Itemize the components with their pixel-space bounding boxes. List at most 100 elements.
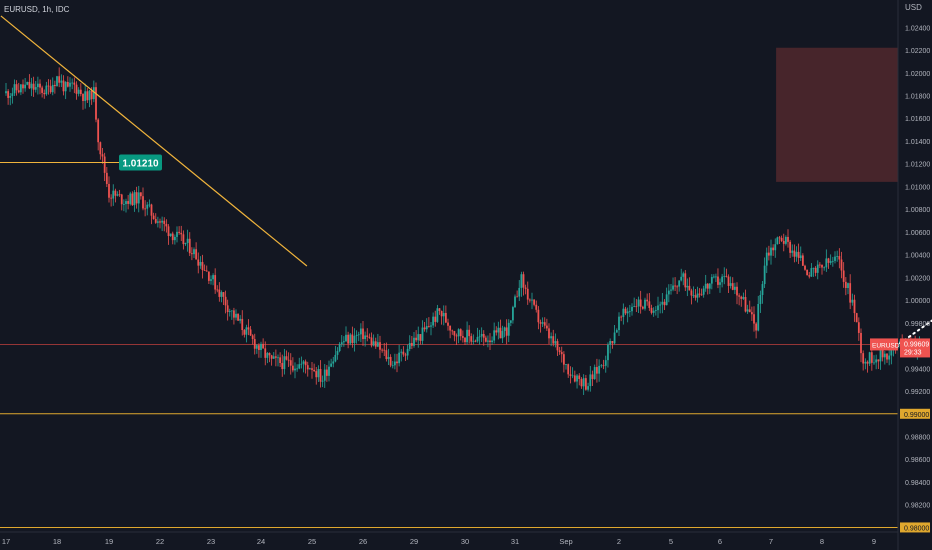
time-tick-label: 25 (308, 537, 316, 546)
candle (289, 360, 292, 366)
candle (670, 289, 672, 291)
candle (425, 326, 428, 330)
candle (539, 322, 542, 324)
price-tick-label: 0.98200 (905, 503, 930, 510)
symbol-price-tag-text: EURUSD (872, 342, 900, 349)
candle (692, 295, 695, 297)
level-axis-tag-text: 0.98000 (904, 525, 929, 532)
candle (618, 316, 620, 331)
candle (611, 340, 614, 344)
candle (543, 322, 546, 326)
candle (207, 271, 210, 281)
candle (298, 364, 301, 369)
candle (154, 219, 157, 223)
candle (694, 295, 697, 298)
candle (522, 274, 525, 288)
candle (573, 375, 576, 382)
candle (868, 352, 871, 364)
candle (255, 345, 258, 349)
candle (336, 351, 339, 355)
candle (710, 277, 713, 284)
price-tick-label: 1.01400 (905, 139, 930, 146)
candle (480, 333, 483, 337)
candle (761, 284, 764, 295)
candle (795, 251, 798, 257)
candle (146, 204, 149, 209)
candle (776, 237, 779, 245)
candle (142, 196, 144, 209)
level-axis-tag-text: 0.99000 (904, 412, 929, 419)
projection-arrow[interactable] (899, 314, 932, 423)
candle (120, 194, 123, 205)
candle (706, 283, 709, 289)
candle (264, 348, 267, 358)
candle (731, 283, 734, 290)
candle (15, 84, 18, 91)
candle (886, 353, 888, 360)
candle (554, 341, 557, 344)
candle (285, 356, 288, 360)
price-tick-label: 1.01000 (905, 184, 930, 191)
candle (84, 91, 87, 101)
candle (550, 336, 553, 339)
candle (565, 364, 567, 365)
candle (212, 275, 214, 280)
candle (308, 368, 311, 370)
candle (34, 87, 37, 90)
candle (700, 294, 703, 296)
candle (387, 356, 390, 360)
candle (26, 81, 29, 85)
time-tick-label: 9 (872, 537, 876, 546)
candle (131, 193, 134, 206)
candle (888, 355, 891, 360)
candle (806, 269, 809, 276)
price-tick-label: 0.99400 (905, 366, 930, 373)
candle (60, 80, 63, 83)
candle (444, 312, 447, 323)
candle (281, 363, 284, 370)
candle (533, 299, 536, 305)
candle (334, 354, 337, 362)
supply-zone[interactable] (776, 47, 898, 182)
candle (860, 332, 862, 354)
candle (626, 311, 629, 314)
candle (165, 223, 168, 227)
candle (317, 369, 320, 378)
candle (400, 351, 403, 353)
candle (340, 342, 343, 345)
time-tick-label: 29 (410, 537, 418, 546)
candle (167, 226, 170, 237)
candle (464, 337, 466, 343)
trendline[interactable] (0, 15, 308, 267)
candle (509, 320, 512, 323)
candle (58, 76, 61, 83)
level-axis-tag (900, 522, 930, 533)
candle (5, 91, 7, 94)
candle (272, 356, 275, 359)
candle (266, 352, 269, 358)
candle (214, 275, 217, 290)
candle (576, 375, 578, 382)
candle (277, 357, 279, 359)
candle (622, 308, 625, 318)
symbol-name[interactable]: EURUSD (4, 5, 38, 14)
candle (704, 283, 707, 289)
candle (526, 288, 529, 300)
candle (855, 313, 858, 323)
candle (402, 351, 405, 355)
candle (489, 340, 491, 343)
candle (684, 273, 687, 288)
candle (379, 342, 381, 350)
candle (648, 301, 651, 308)
candle (738, 295, 741, 297)
candle (560, 352, 563, 355)
interval-label[interactable]: 1h (42, 5, 52, 14)
candle (381, 349, 384, 351)
price-label-box[interactable] (119, 154, 162, 171)
candle (186, 238, 189, 243)
candle (163, 220, 166, 224)
candle (725, 275, 728, 277)
candle (306, 365, 309, 370)
candle (742, 297, 745, 299)
